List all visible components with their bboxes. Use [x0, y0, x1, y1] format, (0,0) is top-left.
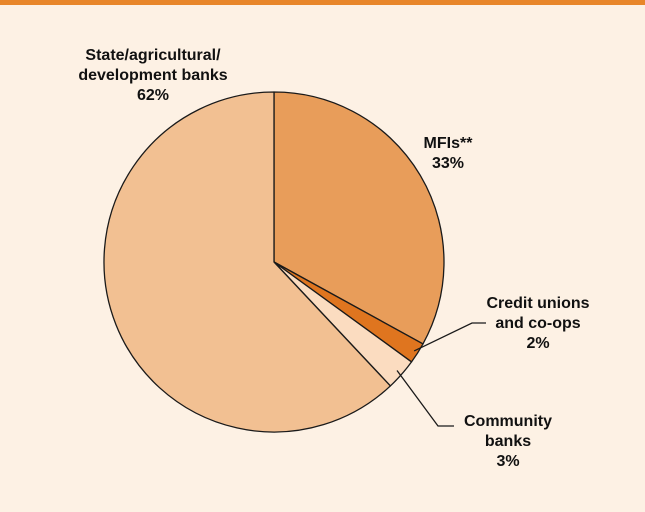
slice-mfis	[273, 91, 445, 345]
leader-line-community-banks	[396, 370, 454, 427]
leader-line-credit-unions	[413, 322, 486, 352]
slice-state-banks	[103, 91, 392, 433]
slice-label-community-banks-line-1: Community	[464, 413, 552, 430]
slice-label-mfis: MFIs** 33%	[388, 134, 508, 174]
slice-label-state-banks-line-2: development banks	[78, 67, 228, 84]
top-accent-rule	[0, 0, 645, 5]
slice-value-credit-unions: 2%	[526, 335, 550, 352]
slice-label-credit-unions: Credit unions and co-ops 2%	[468, 294, 608, 354]
slice-label-credit-unions-line-1: Credit unions	[486, 295, 590, 312]
slice-label-community-banks: Community banks 3%	[448, 412, 568, 472]
slice-label-state-banks: State/agricultural/ development banks 62…	[48, 46, 258, 106]
slice-label-mfis-line-1: MFIs**	[423, 135, 473, 152]
slice-value-state-banks: 62%	[136, 87, 170, 104]
slice-label-community-banks-line-2: banks	[484, 433, 532, 450]
slice-value-community-banks: 3%	[496, 453, 520, 470]
slice-label-state-banks-line-1: State/agricultural/	[85, 47, 221, 64]
slice-value-mfis: 33%	[431, 155, 465, 172]
slice-label-credit-unions-line-2: and co-ops	[495, 315, 581, 332]
